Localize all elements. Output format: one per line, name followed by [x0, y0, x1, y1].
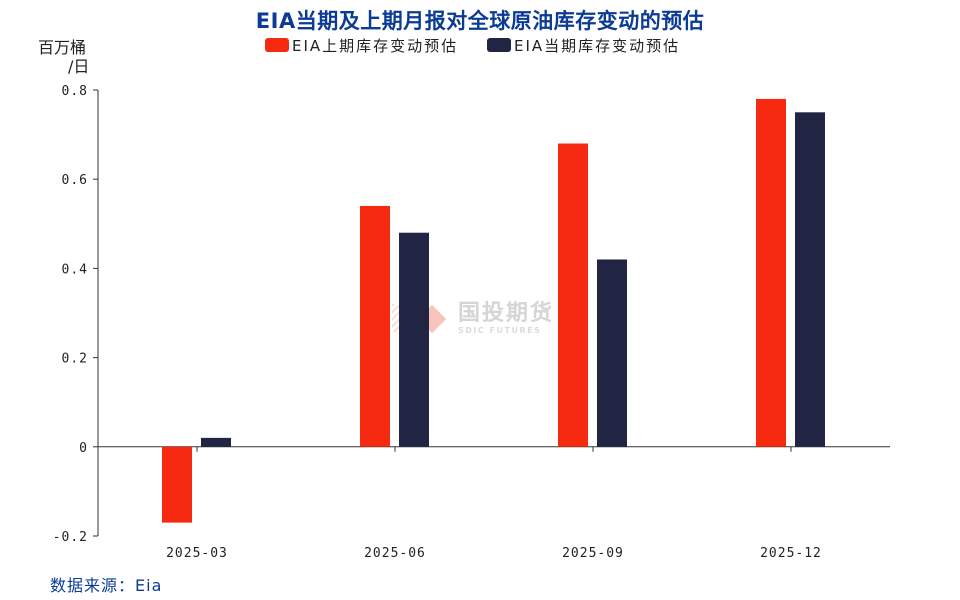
watermark-logo: 国投期货 SDIC FUTURES: [392, 302, 554, 335]
legend-swatch-current: [487, 38, 511, 52]
data-source-label: 数据来源：: [50, 576, 136, 595]
legend-item-current: EIA当期库存变动预估: [487, 34, 680, 56]
bar-current-2025-09: [597, 259, 627, 447]
y-tick-label: 0.8: [62, 84, 88, 99]
bar-previous-2025-12: [756, 98, 786, 447]
x-tick-label: 2025-06: [364, 546, 426, 561]
bar-previous-2025-03: [162, 446, 192, 523]
y-tick-label: 0: [79, 441, 88, 456]
y-tick-label: 0.2: [62, 352, 88, 367]
legend-label-current: EIA当期库存变动预估: [514, 36, 681, 55]
legend-label-previous: EIA上期库存变动预估: [292, 36, 459, 55]
bar-current-2025-03: [201, 437, 231, 447]
bar-previous-2025-06: [360, 205, 390, 447]
y-axis-unit-line1: 百万桶: [38, 38, 87, 57]
bar-current-2025-12: [795, 112, 825, 447]
data-source: 数据来源：Eia: [50, 572, 162, 596]
data-source-value: Eia: [135, 576, 163, 595]
x-tick-label: 2025-09: [562, 546, 624, 561]
bar-current-2025-06: [399, 232, 429, 447]
y-tick-label: 0.6: [62, 173, 88, 188]
x-tick-label: 2025-03: [166, 546, 228, 561]
watermark-name: 国投期货: [458, 301, 555, 326]
y-axis-unit-line2: /日: [68, 57, 90, 76]
chart-title: EIA当期及上期月报对全球原油库存变动的预估: [255, 9, 705, 33]
y-axis-unit: 百万桶 /日: [38, 38, 89, 76]
legend-item-previous: EIA上期库存变动预估: [265, 34, 458, 56]
bar-previous-2025-09: [558, 143, 588, 447]
x-tick-label: 2025-12: [760, 546, 822, 561]
y-tick-label: -0.2: [53, 530, 88, 545]
watermark-subtitle: SDIC FUTURES: [458, 326, 542, 335]
y-tick-label: 0.4: [62, 262, 88, 277]
legend-swatch-previous: [265, 38, 289, 52]
